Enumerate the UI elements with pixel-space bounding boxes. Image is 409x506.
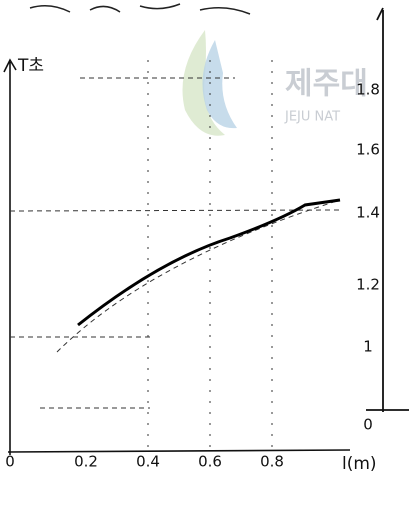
y-axis xyxy=(3,58,17,455)
fit-line xyxy=(56,199,341,353)
y-tick-label: 1 xyxy=(363,338,373,356)
watermark-subtitle: JEJU NAT xyxy=(284,110,340,125)
x-tick-label: 0.4 xyxy=(136,453,160,471)
curve xyxy=(77,198,341,327)
x-axis xyxy=(7,449,351,453)
right-axes xyxy=(366,7,409,412)
y-tick-label: 1.4 xyxy=(356,204,380,222)
x-tick-label: 0.6 xyxy=(198,453,222,471)
y-tick-label: 1.2 xyxy=(356,276,380,294)
cut-handwriting xyxy=(29,3,251,15)
x-tick-label: 0.8 xyxy=(260,453,284,471)
x-label: l(m) xyxy=(342,454,377,474)
y-tick-label: 1.6 xyxy=(356,141,380,159)
y-label: T초 xyxy=(17,56,44,76)
watermark: 제주대 JEJU NAT xyxy=(182,30,368,136)
x-tick-label: 0 xyxy=(5,453,15,471)
watermark-title: 제주대 xyxy=(285,67,368,102)
y-tick-label: 0 xyxy=(363,416,373,434)
watermark-logo-2 xyxy=(202,40,237,129)
y-tick-label: 1.8 xyxy=(356,81,380,99)
x-tick-label: 0.2 xyxy=(74,453,98,471)
guide-line xyxy=(9,209,341,212)
